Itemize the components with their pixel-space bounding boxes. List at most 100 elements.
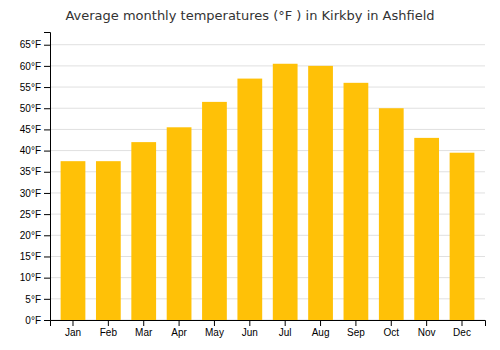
y-tick-mark <box>44 256 50 257</box>
bar <box>308 66 333 320</box>
bar <box>450 153 475 320</box>
y-tick-label: 20°F <box>20 230 41 241</box>
y-tick: 50°F <box>20 103 50 114</box>
y-tick-mark <box>44 45 50 46</box>
y-tick: 35°F <box>20 166 50 177</box>
y-tick-label: 45°F <box>20 124 41 135</box>
y-tick-label: 35°F <box>20 166 41 177</box>
x-tick: Mar <box>135 320 153 338</box>
x-tick-mark <box>426 320 427 326</box>
x-tick-label: Dec <box>453 327 471 338</box>
x-tick-mark <box>462 320 463 326</box>
y-tick-mark <box>44 235 50 236</box>
x-tick-label: Feb <box>100 327 118 338</box>
bar <box>96 161 121 320</box>
x-axis: Jan Feb Mar Apr May Jun Jul Aug Sep Oct Nov Dec <box>51 320 486 338</box>
x-tick-label: Nov <box>418 327 436 338</box>
x-tick-mark <box>72 320 73 326</box>
y-tick: 55°F <box>20 82 50 93</box>
y-tick-mark <box>44 151 50 152</box>
x-tick-label: Jun <box>242 327 258 338</box>
grid-line <box>50 65 485 66</box>
y-tick: 40°F <box>20 145 50 156</box>
y-tick-label: 40°F <box>20 145 41 156</box>
y-axis: 0°F 5°F 10°F 15°F 20°F 25°F 30°F 35°F 40°F 45°F 50… <box>20 33 51 326</box>
x-tick-label: Aug <box>312 327 330 338</box>
x-tick: Sep <box>347 320 365 338</box>
x-tick-label: May <box>205 327 224 338</box>
x-tick-mark <box>179 320 180 326</box>
x-tick: May <box>205 320 224 338</box>
y-tick-label: 50°F <box>20 103 41 114</box>
chart: Jan Feb Mar Apr May Jun Jul Aug Sep Oct Nov Dec 0°F 5… <box>0 0 500 350</box>
x-tick-mark <box>214 320 215 326</box>
grid-line <box>50 108 485 109</box>
y-tick: 25°F <box>20 209 50 220</box>
y-tick-mark <box>44 172 50 173</box>
x-tick: Jun <box>242 320 258 338</box>
x-tick-label: Oct <box>383 327 399 338</box>
bar <box>344 83 369 320</box>
y-tick: 20°F <box>20 230 50 241</box>
x-tick-mark <box>285 320 286 326</box>
y-tick-label: 0°F <box>25 315 41 326</box>
y-tick-label: 65°F <box>20 39 41 50</box>
y-tick: 60°F <box>20 61 50 72</box>
y-tick-mark <box>44 320 50 321</box>
y-tick-mark <box>44 278 50 279</box>
bar <box>273 64 298 320</box>
y-tick: 5°F <box>25 294 50 305</box>
grid <box>50 45 485 320</box>
x-tick-mark <box>108 320 109 326</box>
y-tick-label: 10°F <box>20 272 41 283</box>
x-tick-mark <box>391 320 392 326</box>
x-tick: Aug <box>312 320 330 338</box>
bar <box>379 108 404 320</box>
bar <box>202 102 227 320</box>
y-tick-mark <box>44 299 50 300</box>
bars <box>61 64 475 320</box>
x-axis-line <box>51 321 486 327</box>
x-tick-mark <box>355 320 356 326</box>
y-tick-label: 55°F <box>20 82 41 93</box>
y-tick-mark <box>44 193 50 194</box>
y-tick-label: 15°F <box>20 251 41 262</box>
y-tick: 45°F <box>20 124 50 135</box>
y-tick: 10°F <box>20 272 50 283</box>
x-tick: Nov <box>418 320 436 338</box>
y-tick-label: 25°F <box>20 209 41 220</box>
y-tick-label: 30°F <box>20 188 41 199</box>
x-tick: Jan <box>65 320 81 338</box>
bar <box>414 138 439 320</box>
grid-line <box>50 44 485 45</box>
bar <box>61 161 86 320</box>
x-tick-mark <box>320 320 321 326</box>
x-tick-mark <box>249 320 250 326</box>
title: Average monthly temperatures (°F ) in Ki… <box>65 8 434 23</box>
y-tick: 30°F <box>20 188 50 199</box>
x-tick: Oct <box>383 320 399 338</box>
y-tick-mark <box>44 87 50 88</box>
y-axis-line <box>44 33 51 321</box>
bar <box>237 79 262 320</box>
bar <box>167 127 192 320</box>
grid-line <box>50 87 485 88</box>
y-tick-label: 60°F <box>20 61 41 72</box>
bar <box>131 142 156 320</box>
x-tick-mark <box>143 320 144 326</box>
x-tick: Feb <box>100 320 118 338</box>
x-tick: Apr <box>171 320 187 338</box>
x-tick-label: Apr <box>171 327 187 338</box>
y-tick-label: 5°F <box>25 294 41 305</box>
x-tick-label: Jan <box>65 327 81 338</box>
x-tick: Jul <box>279 320 292 338</box>
y-tick-mark <box>44 129 50 130</box>
x-tick-label: Sep <box>347 327 365 338</box>
x-tick: Dec <box>453 320 471 338</box>
y-tick-mark <box>44 66 50 67</box>
y-tick-mark <box>44 108 50 109</box>
y-tick-mark <box>44 214 50 215</box>
y-tick: 65°F <box>20 39 50 50</box>
plot: Jan Feb Mar Apr May Jun Jul Aug Sep Oct Nov Dec 0°F 5… <box>20 33 486 339</box>
grid-line <box>50 129 485 130</box>
